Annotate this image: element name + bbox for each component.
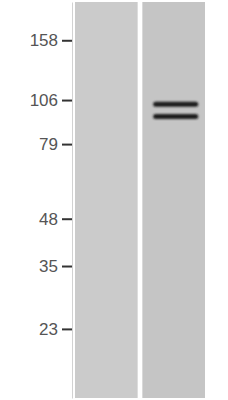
tick: 35: [39, 257, 72, 276]
lane: [75, 2, 138, 398]
lane: [142, 2, 205, 398]
tick-label: 35: [39, 257, 58, 276]
y-axis: 23 35 48 79 106 158: [30, 3, 73, 399]
tick-label: 79: [39, 135, 58, 154]
tick-mark: [62, 266, 72, 268]
tick: 48: [39, 210, 72, 229]
tick-mark: [62, 100, 72, 102]
tick-mark: [62, 40, 72, 42]
tick-label: 158: [30, 31, 58, 50]
blot-figure: 23 35 48 79 106 158: [0, 0, 228, 400]
tick-label: 23: [39, 320, 58, 339]
tick: 23: [39, 320, 72, 339]
tick-label: 106: [30, 91, 58, 110]
band: [153, 102, 198, 107]
tick: 158: [30, 31, 72, 50]
tick: 79: [39, 135, 72, 154]
axis-line: [72, 3, 73, 399]
bands: [153, 102, 198, 119]
tick-label: 48: [39, 210, 58, 229]
lanes: [75, 2, 205, 398]
tick: 106: [30, 91, 72, 110]
band: [153, 114, 198, 119]
tick-mark: [62, 218, 72, 220]
tick-mark: [62, 144, 72, 146]
tick-mark: [62, 328, 72, 330]
